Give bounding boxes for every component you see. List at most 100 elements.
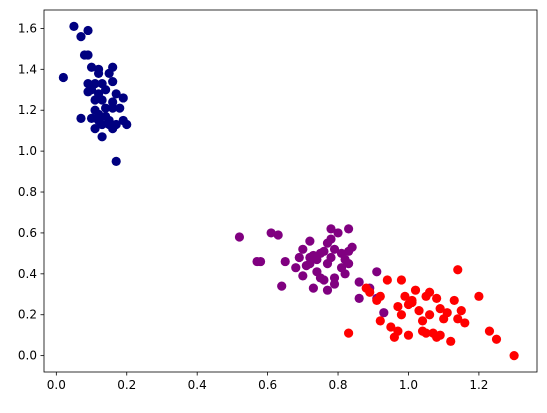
- x-tick-label: 0.8: [328, 378, 347, 392]
- scatter-point-s0-1: [83, 25, 93, 36]
- scatter-point-s2-37: [484, 326, 495, 336]
- scatter-point-s1-4: [255, 256, 266, 267]
- scatter-point-s0-2: [76, 31, 86, 42]
- scatter-point-s2-23: [425, 310, 435, 320]
- y-tick-label: 0.4: [18, 267, 37, 281]
- scatter-point-s1-8: [294, 252, 304, 263]
- scatter-point-s1-43: [372, 267, 382, 277]
- scatter-point-s2-33: [453, 314, 463, 324]
- scatter-point-s1-19: [326, 224, 336, 234]
- y-tick-label: 0.2: [18, 308, 37, 322]
- scatter-point-s2-30: [446, 336, 456, 346]
- scatter-point-s2-20: [417, 316, 428, 326]
- scatter-point-s2-34: [456, 306, 466, 316]
- x-tick-label: 1.2: [469, 378, 488, 392]
- y-tick-label: 0.8: [18, 185, 37, 199]
- scatter-point-s0-24: [101, 103, 111, 113]
- scatter-point-s2-25: [432, 293, 442, 303]
- scatter-point-s1-40: [354, 293, 364, 303]
- scatter-point-s0-6: [86, 62, 97, 72]
- scatter-point-s0-35: [97, 119, 107, 130]
- scatter-point-s0-21: [90, 95, 100, 105]
- scatter-point-s1-6: [277, 281, 287, 291]
- scatter-point-s2-9: [393, 301, 403, 312]
- scatter-point-s1-39: [354, 277, 364, 287]
- scatter-point-s2-4: [375, 291, 385, 301]
- scatter-point-s1-21: [333, 228, 343, 238]
- x-tick-label: 0.6: [258, 378, 277, 392]
- scatter-point-s1-28: [326, 252, 336, 263]
- scatter-point-s0-5: [58, 72, 68, 83]
- scatter-point-s1-7: [291, 263, 301, 273]
- scatter-point-s1-24: [344, 224, 354, 234]
- scatter-point-s1-0: [234, 232, 245, 242]
- scatter-point-s2-14: [403, 330, 414, 340]
- x-tick-label: 1.0: [399, 378, 418, 392]
- scatter-point-s0-4: [83, 50, 93, 60]
- scatter-point-s0-14: [108, 76, 118, 87]
- scatter-point-s0-18: [83, 87, 93, 97]
- scatter-point-s0-38: [122, 119, 132, 130]
- scatter-point-s0-20: [118, 93, 128, 103]
- scatter-point-s0-9: [93, 68, 104, 78]
- scatter-point-s2-17: [410, 285, 421, 295]
- scatter-point-s2-13: [400, 291, 410, 301]
- y-axis-ticks: 0.0 0.2 0.4 0.6 0.8 1.0 1.2 1.4 1.6: [18, 21, 44, 363]
- x-axis-ticks: 0.0 0.2 0.4 0.6 0.8 1.0 1.2: [47, 372, 488, 392]
- scatter-point-s2-31: [449, 295, 459, 306]
- y-tick-label: 0.0: [18, 349, 37, 363]
- scatter-point-s2-39: [509, 351, 519, 361]
- scatter-point-s2-22: [425, 287, 435, 297]
- y-tick-label: 1.0: [18, 144, 37, 158]
- scatter-point-s1-35: [329, 273, 340, 283]
- scatter-point-s2-10: [393, 326, 403, 336]
- scatter-point-s1-18: [326, 234, 336, 244]
- scatter-point-s0-10: [104, 68, 114, 78]
- x-tick-label: 0.4: [188, 378, 207, 392]
- scatter-point-s2-0: [344, 328, 354, 338]
- scatter-point-s0-26: [115, 103, 125, 113]
- scatter-point-s2-38: [491, 334, 502, 344]
- y-tick-label: 1.2: [18, 103, 37, 117]
- scatter-point-s2-12: [396, 310, 407, 320]
- scatter-point-s1-32: [308, 283, 318, 293]
- scatter-point-s1-9: [298, 244, 308, 254]
- scatter-point-s1-11: [305, 236, 315, 246]
- scatter-point-s2-36: [474, 291, 484, 301]
- scatter-point-s1-31: [298, 271, 308, 281]
- scatter-point-s0-31: [76, 113, 86, 123]
- scatter-point-s0-0: [69, 21, 79, 31]
- scatter-point-s1-17: [319, 246, 329, 256]
- scatter-point-s1-46: [315, 273, 326, 283]
- scatter-point-s0-16: [101, 85, 111, 95]
- scatter-point-s2-26: [435, 304, 445, 314]
- x-tick-label: 0.2: [117, 378, 136, 392]
- scatter-point-s2-41: [421, 328, 431, 338]
- scatter-point-s2-40: [407, 297, 417, 308]
- scatter-point-s0-22: [97, 95, 107, 105]
- scatter-point-s0-40: [108, 124, 118, 134]
- scatter-point-s2-29: [442, 308, 452, 318]
- scatter-point-s1-2: [273, 230, 283, 240]
- scatter-point-s2-32: [453, 265, 463, 275]
- y-tick-label: 1.4: [18, 62, 37, 76]
- scatter-point-s0-17: [111, 89, 121, 99]
- scatter-point-s2-35: [460, 318, 470, 328]
- scatter-point-s1-33: [322, 285, 333, 295]
- y-tick-label: 0.6: [18, 226, 37, 240]
- scatter-point-s1-5: [280, 256, 290, 267]
- scatter-point-s1-26: [347, 242, 357, 252]
- y-tick-label: 1.6: [18, 21, 37, 35]
- scatter-point-s2-2: [365, 287, 375, 297]
- scatter-point-s0-25: [108, 103, 118, 113]
- scatter-point-s1-38: [344, 259, 354, 269]
- scatter-point-s1-45: [305, 259, 315, 269]
- scatter-point-s2-5: [375, 316, 385, 326]
- scatter-point-s2-42: [432, 332, 442, 342]
- scatter-point-s2-7: [386, 322, 396, 332]
- scatter-point-s0-30: [86, 113, 97, 123]
- scatter-point-s2-6: [382, 275, 392, 285]
- points-layer: [58, 21, 519, 361]
- scatter-point-s2-18: [414, 306, 424, 316]
